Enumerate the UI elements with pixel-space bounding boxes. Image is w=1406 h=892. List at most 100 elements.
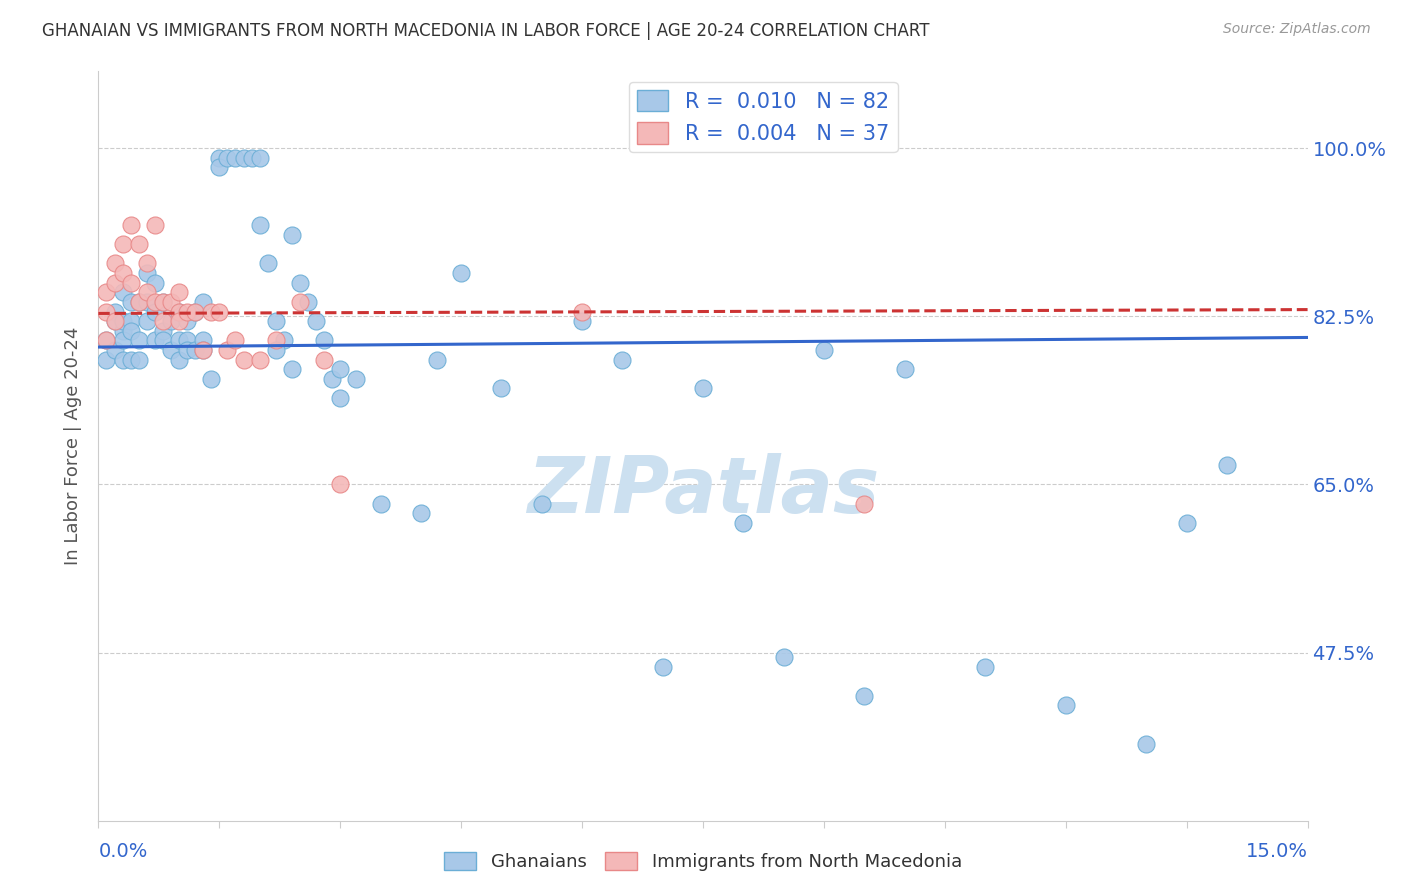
Point [208,151,231,165]
Point [167,334,190,348]
Point [1175,516,1198,530]
Point [103,343,125,357]
Point [193,343,215,357]
Point [249,218,271,232]
Point [249,151,271,165]
Point [176,314,198,328]
Point [152,314,174,328]
Point [612,352,634,367]
Point [224,151,246,165]
Point [1054,698,1077,713]
Legend: R =  0.010   N = 82, R =  0.004   N = 37: R = 0.010 N = 82, R = 0.004 N = 37 [628,82,897,153]
Point [232,352,254,367]
Point [288,294,311,309]
Point [297,294,319,309]
Point [733,516,755,530]
Point [450,266,472,280]
Point [167,304,190,318]
Point [176,343,198,357]
Point [240,151,263,165]
Point [152,334,174,348]
Point [96,304,118,318]
Legend: Ghanaians, Immigrants from North Macedonia: Ghanaians, Immigrants from North Macedon… [437,845,969,879]
Point [128,294,150,309]
Point [135,285,157,300]
Point [530,497,553,511]
Y-axis label: In Labor Force | Age 20-24: In Labor Force | Age 20-24 [65,326,83,566]
Point [128,294,150,309]
Point [120,314,142,328]
Point [184,304,207,318]
Point [111,314,134,328]
Point [288,276,311,290]
Point [152,294,174,309]
Point [120,324,142,338]
Point [314,352,336,367]
Point [273,334,295,348]
Point [135,294,157,309]
Point [256,256,278,270]
Point [111,334,134,348]
Point [167,304,190,318]
Point [111,324,134,338]
Point [160,294,183,309]
Point [281,362,304,376]
Point [184,343,207,357]
Point [103,314,125,328]
Point [103,314,125,328]
Point [1216,458,1239,473]
Point [143,218,166,232]
Point [167,314,190,328]
Point [281,227,304,242]
Text: Source: ZipAtlas.com: Source: ZipAtlas.com [1223,22,1371,37]
Point [103,256,125,270]
Point [96,285,118,300]
Point [772,650,794,665]
Point [184,304,207,318]
Point [96,352,118,367]
Point [167,352,190,367]
Point [208,304,231,318]
Point [853,497,876,511]
Point [176,304,198,318]
Point [217,151,239,165]
Point [329,391,352,405]
Point [409,506,432,520]
Point [143,294,166,309]
Point [120,218,142,232]
Point [96,334,118,348]
Point [111,237,134,252]
Point [143,304,166,318]
Point [314,334,336,348]
Point [103,276,125,290]
Point [321,372,343,386]
Point [893,362,915,376]
Point [264,314,287,328]
Point [651,660,673,674]
Point [571,314,593,328]
Point [974,660,997,674]
Point [111,352,134,367]
Text: 0.0%: 0.0% [98,842,148,861]
Point [128,237,150,252]
Point [167,285,190,300]
Point [96,334,118,348]
Point [692,381,714,395]
Point [853,689,876,703]
Point [200,304,222,318]
Point [193,343,215,357]
Point [232,151,254,165]
Point [135,256,157,270]
Point [120,352,142,367]
Point [135,314,157,328]
Point [249,352,271,367]
Point [128,334,150,348]
Point [135,266,157,280]
Point [571,304,593,318]
Point [160,343,183,357]
Text: GHANAIAN VS IMMIGRANTS FROM NORTH MACEDONIA IN LABOR FORCE | AGE 20-24 CORRELATI: GHANAIAN VS IMMIGRANTS FROM NORTH MACEDO… [42,22,929,40]
Point [426,352,449,367]
Point [329,362,352,376]
Text: 15.0%: 15.0% [1246,842,1308,861]
Point [813,343,835,357]
